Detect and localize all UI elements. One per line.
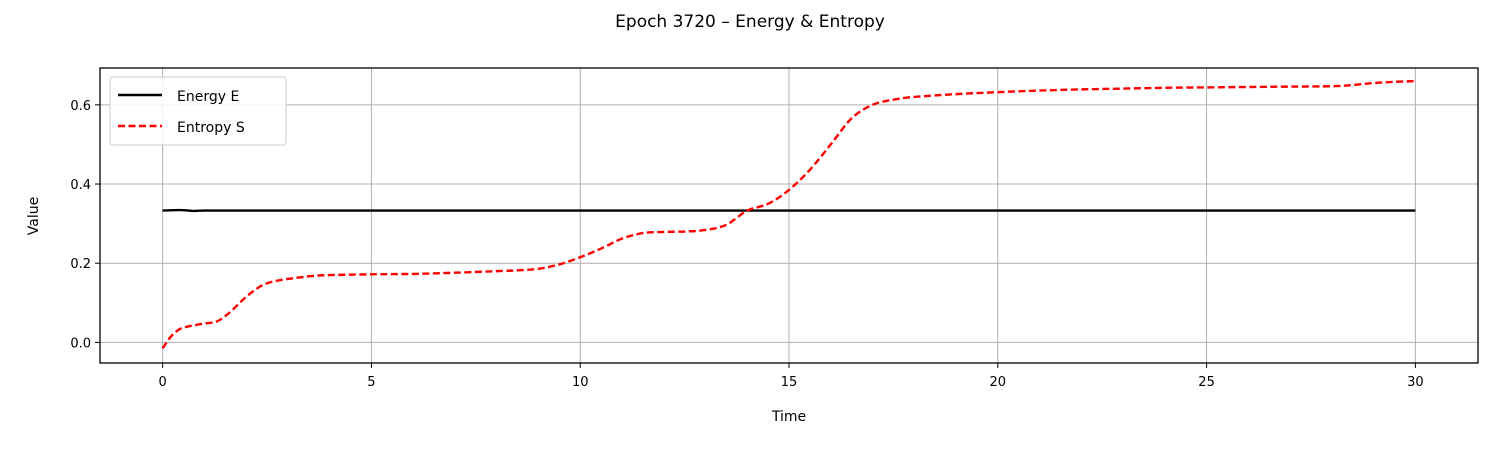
x-tick-label: 10 <box>572 375 589 390</box>
x-tick-label: 5 <box>367 375 375 390</box>
x-tick-label: 20 <box>990 375 1007 390</box>
x-tick-label: 30 <box>1407 375 1424 390</box>
series-line-entropy <box>161 79 1416 350</box>
series-line-energy <box>162 208 1416 213</box>
legend: Energy E Entropy S <box>109 76 287 146</box>
y-tick-label: 0.0 <box>70 336 91 351</box>
x-tick-label: 15 <box>781 375 798 390</box>
grid-lines <box>100 68 1478 363</box>
chart-title: Epoch 3720 – Energy & Entropy <box>615 12 885 32</box>
y-tick-label: 0.2 <box>70 257 91 272</box>
y-tick-label: 0.4 <box>70 178 91 193</box>
legend-label-entropy: Entropy S <box>177 120 245 136</box>
x-axis-title: Time <box>771 409 806 425</box>
x-tick-label: 0 <box>158 375 166 390</box>
ticks: 0 5 10 15 20 25 30 0.0 0.2 0.4 0.6 <box>70 99 1423 390</box>
series-layer <box>161 79 1416 350</box>
y-tick-label: 0.6 <box>70 99 91 114</box>
legend-label-energy: Energy E <box>177 89 239 105</box>
y-axis-title: Value <box>26 197 42 235</box>
x-tick-label: 25 <box>1198 375 1215 390</box>
